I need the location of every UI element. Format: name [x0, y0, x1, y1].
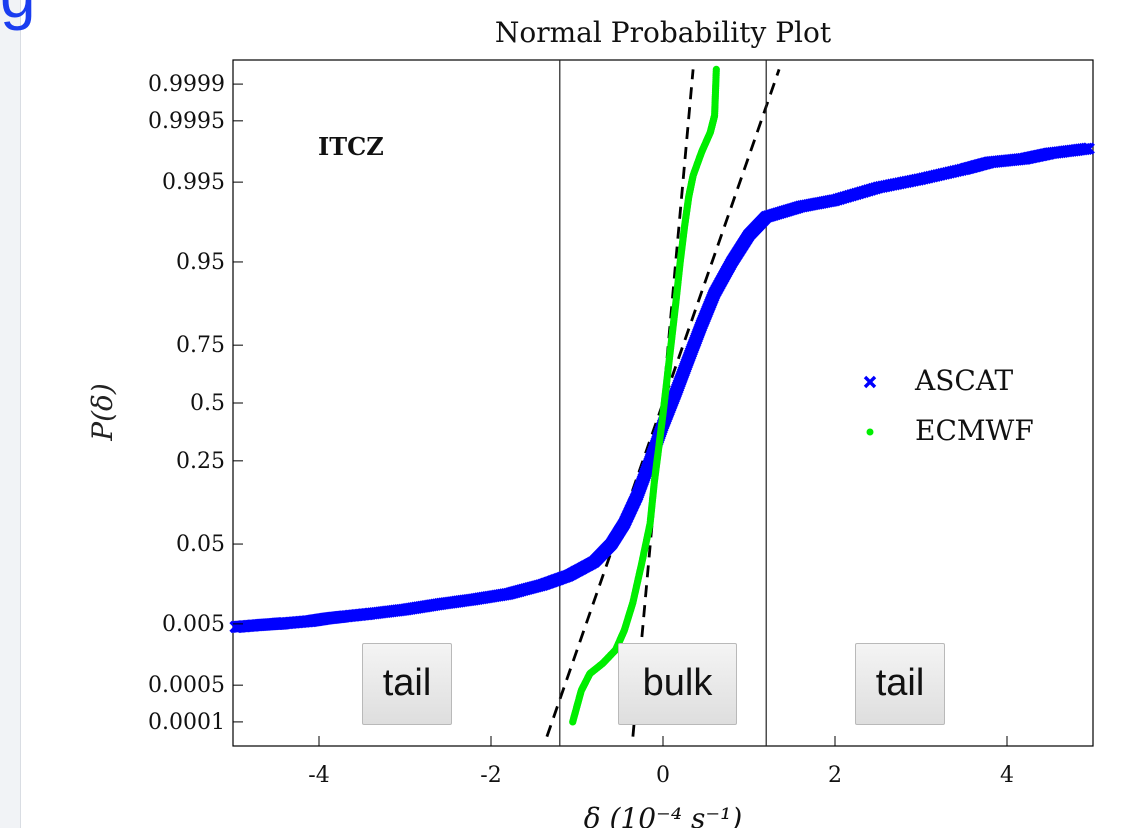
- legend-ascat-marker-stroke: [863, 375, 877, 389]
- legend-ascat-marker: [863, 375, 877, 389]
- y-tick-label: 0.995: [162, 170, 225, 195]
- normal-fit-line: [631, 69, 695, 737]
- y-tick-label: 0.9999: [148, 72, 225, 97]
- ascat-marker-stroke: [1082, 142, 1095, 155]
- y-tick-label: 0.05: [176, 532, 225, 557]
- x-tick-label: 0: [656, 763, 670, 788]
- region-annotation: ITCZ: [318, 132, 384, 161]
- normal-fit-line: [545, 68, 781, 738]
- y-tick-label: 0.95: [176, 250, 225, 275]
- x-tick-label: -2: [480, 763, 501, 788]
- y-tick-label: 0.0001: [148, 710, 225, 735]
- x-tick-label: -4: [308, 763, 329, 788]
- y-tick-label: 0.005: [162, 612, 225, 637]
- x-tick-label: 2: [828, 763, 842, 788]
- x-axis-label: δ (10⁻⁴ s⁻¹): [584, 802, 743, 828]
- cut-off-heading-fragment: g: [0, 0, 36, 32]
- legend: ASCAT ECMWF: [863, 364, 1034, 447]
- y-tick-label: 0.25: [176, 449, 225, 474]
- legend-ascat-label: ASCAT: [914, 364, 1014, 397]
- y-axis-label: P(δ): [86, 383, 119, 442]
- x-tick-label: 4: [1000, 763, 1014, 788]
- y-tick-label: 0.75: [176, 333, 225, 358]
- bulk-label: bulk: [618, 643, 737, 725]
- legend-ecmwf-label: ECMWF: [915, 414, 1034, 447]
- ecmwf-marker: [712, 65, 720, 73]
- y-tick-label: 0.0005: [148, 673, 225, 698]
- tail-left-label: tail: [362, 643, 452, 725]
- y-tick-label: 0.5: [190, 391, 225, 416]
- ascat-marker: [1082, 142, 1095, 155]
- legend-ecmwf-marker: [866, 428, 874, 436]
- y-tick-label: 0.9995: [148, 109, 225, 134]
- chart-title: Normal Probability Plot: [495, 16, 832, 49]
- tail-right-label: tail: [855, 643, 945, 725]
- left-panel-strip: [0, 0, 21, 828]
